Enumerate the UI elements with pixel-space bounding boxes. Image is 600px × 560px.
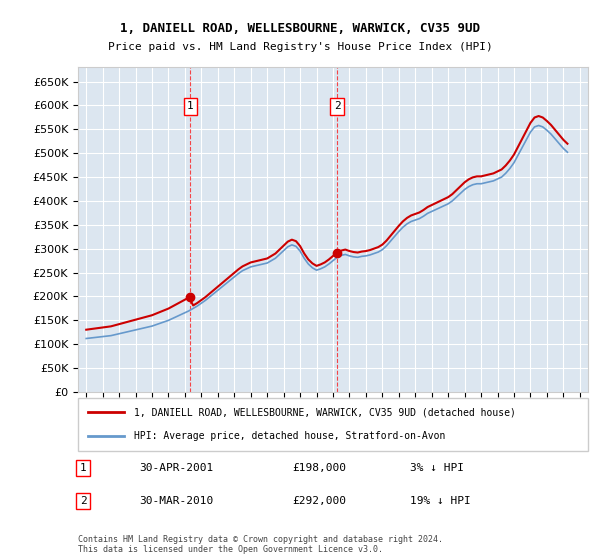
Text: 2: 2 [334, 101, 340, 111]
Text: 1, DANIELL ROAD, WELLESBOURNE, WARWICK, CV35 9UD (detached house): 1, DANIELL ROAD, WELLESBOURNE, WARWICK, … [134, 408, 516, 418]
Text: 30-APR-2001: 30-APR-2001 [139, 463, 214, 473]
Text: 30-MAR-2010: 30-MAR-2010 [139, 496, 214, 506]
Text: HPI: Average price, detached house, Stratford-on-Avon: HPI: Average price, detached house, Stra… [134, 431, 445, 441]
Text: 3% ↓ HPI: 3% ↓ HPI [409, 463, 464, 473]
Text: Price paid vs. HM Land Registry's House Price Index (HPI): Price paid vs. HM Land Registry's House … [107, 42, 493, 52]
Text: 1: 1 [187, 101, 194, 111]
Text: 19% ↓ HPI: 19% ↓ HPI [409, 496, 470, 506]
Text: £198,000: £198,000 [292, 463, 346, 473]
Text: Contains HM Land Registry data © Crown copyright and database right 2024.
This d: Contains HM Land Registry data © Crown c… [78, 535, 443, 554]
FancyBboxPatch shape [78, 398, 588, 451]
Text: £292,000: £292,000 [292, 496, 346, 506]
Text: 1: 1 [80, 463, 86, 473]
Text: 2: 2 [80, 496, 86, 506]
Text: 1, DANIELL ROAD, WELLESBOURNE, WARWICK, CV35 9UD: 1, DANIELL ROAD, WELLESBOURNE, WARWICK, … [120, 22, 480, 35]
